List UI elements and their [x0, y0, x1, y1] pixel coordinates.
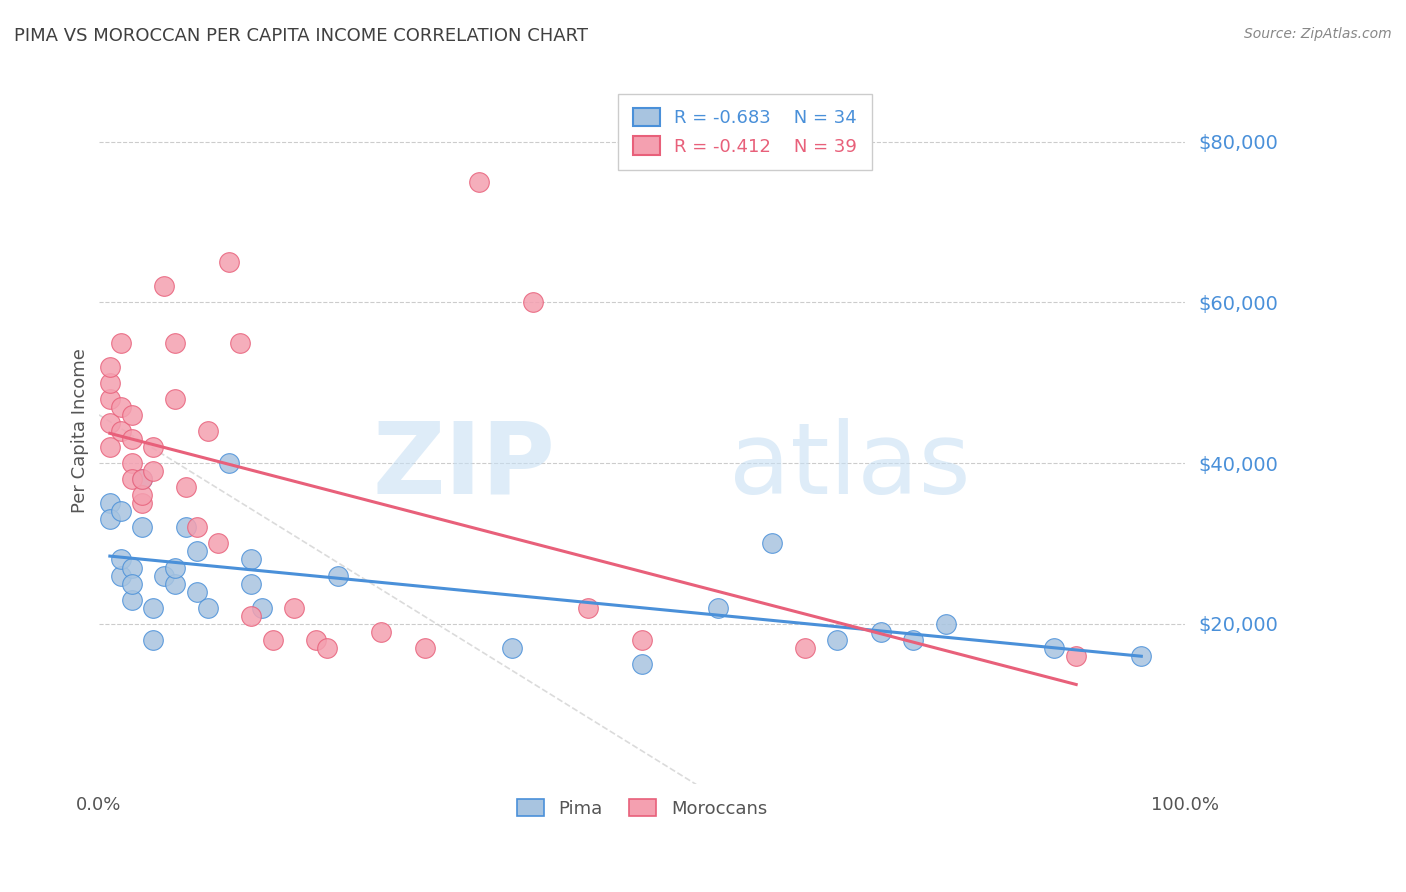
Point [163, 560, 186, 574]
Point [305, 632, 328, 647]
Point [186, 584, 208, 599]
Point [793, 640, 815, 655]
Point [142, 600, 165, 615]
Point [197, 424, 219, 438]
Point [250, 600, 273, 615]
Point [707, 600, 730, 615]
Point [869, 624, 891, 639]
Point [174, 480, 197, 494]
Point [1043, 640, 1066, 655]
Point [142, 440, 165, 454]
Point [110, 504, 132, 518]
Point [121, 592, 143, 607]
Point [631, 632, 654, 647]
Point [121, 432, 143, 446]
Point [110, 335, 132, 350]
Point [163, 335, 186, 350]
Text: atlas: atlas [728, 417, 970, 515]
Y-axis label: Per Capita Income: Per Capita Income [72, 349, 89, 514]
Point [142, 464, 165, 478]
Point [413, 640, 436, 655]
Point [98, 359, 121, 374]
Point [197, 600, 219, 615]
Point [262, 632, 284, 647]
Point [131, 472, 153, 486]
Point [218, 255, 240, 269]
Point [163, 392, 186, 406]
Point [186, 544, 208, 558]
Point [501, 640, 523, 655]
Point [98, 496, 121, 510]
Point [370, 624, 392, 639]
Text: ZIP: ZIP [373, 417, 555, 515]
Point [110, 400, 132, 414]
Point [1064, 648, 1087, 663]
Point [110, 552, 132, 566]
Point [240, 608, 263, 623]
Point [98, 376, 121, 390]
Point [903, 632, 925, 647]
Point [98, 392, 121, 406]
Point [131, 496, 153, 510]
Point [121, 576, 143, 591]
Point [326, 568, 349, 582]
Point [207, 536, 229, 550]
Point [98, 440, 121, 454]
Point [174, 520, 197, 534]
Point [522, 295, 544, 310]
Point [131, 488, 153, 502]
Point [283, 600, 305, 615]
Point [153, 279, 176, 293]
Point [142, 632, 165, 647]
Point [153, 568, 176, 582]
Point [121, 408, 143, 422]
Point [131, 472, 153, 486]
Point [186, 520, 208, 534]
Point [827, 632, 849, 647]
Point [761, 536, 783, 550]
Legend: Pima, Moroccans: Pima, Moroccans [509, 792, 775, 825]
Text: Source: ZipAtlas.com: Source: ZipAtlas.com [1244, 27, 1392, 41]
Point [240, 552, 263, 566]
Text: PIMA VS MOROCCAN PER CAPITA INCOME CORRELATION CHART: PIMA VS MOROCCAN PER CAPITA INCOME CORRE… [14, 27, 588, 45]
Point [98, 416, 121, 430]
Point [131, 520, 153, 534]
Point [576, 600, 599, 615]
Point [229, 335, 252, 350]
Point [468, 175, 491, 189]
Point [218, 456, 240, 470]
Point [631, 657, 654, 671]
Point [121, 560, 143, 574]
Point [110, 568, 132, 582]
Point [240, 576, 263, 591]
Point [98, 512, 121, 526]
Point [163, 576, 186, 591]
Point [121, 472, 143, 486]
Point [110, 424, 132, 438]
Point [121, 456, 143, 470]
Point [1130, 648, 1153, 663]
Point [316, 640, 339, 655]
Point [935, 616, 957, 631]
